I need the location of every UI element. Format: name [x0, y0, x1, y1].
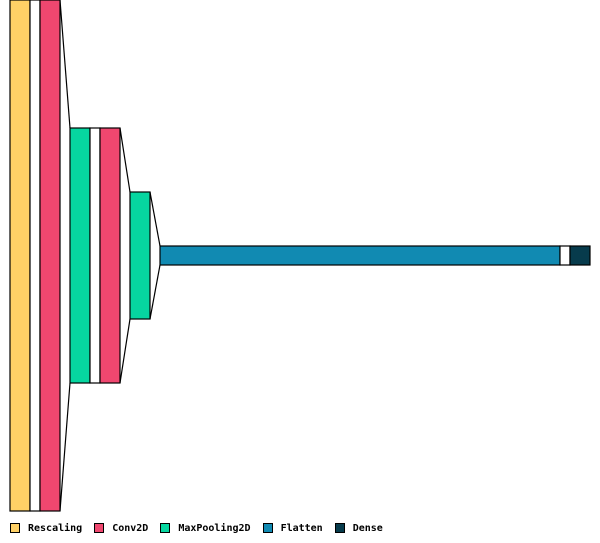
layer-block — [89, 127, 101, 384]
legend-label: Dense — [352, 522, 383, 534]
layer-block — [559, 245, 571, 266]
legend-item-dense: Dense — [334, 522, 383, 534]
legend-label: Flatten — [280, 522, 323, 534]
connector-line — [59, 382, 71, 512]
connector-line — [59, 0, 71, 129]
legend-swatch — [10, 523, 20, 533]
legend-swatch — [262, 523, 273, 533]
legend-label: Rescaling — [28, 522, 83, 534]
layer-block — [99, 127, 121, 384]
legend-item-rescaling: Rescaling — [10, 523, 82, 534]
legend: Rescaling Conv2D MaxPooling2D Flatten De… — [10, 521, 395, 535]
connector-line — [119, 127, 131, 193]
layer-block — [569, 245, 591, 266]
legend-swatch — [160, 523, 171, 533]
legend-item-conv2d: Conv2D — [94, 523, 148, 534]
legend-label: MaxPooling2D — [178, 522, 251, 534]
legend-item-maxpooling2d: MaxPooling2D — [160, 522, 251, 534]
layer-block — [9, 0, 31, 512]
connector-line — [119, 318, 131, 384]
legend-label: Conv2D — [112, 522, 149, 534]
connector-line — [149, 264, 161, 320]
legend-swatch — [94, 523, 105, 533]
legend-item-flatten: Flatten — [262, 522, 323, 534]
layer-block — [39, 0, 61, 512]
layer-block — [69, 127, 91, 384]
connector-line — [149, 191, 161, 247]
layer-block — [29, 0, 41, 512]
layer-block — [129, 191, 151, 320]
legend-swatch — [334, 523, 345, 533]
layer-block — [159, 245, 561, 266]
